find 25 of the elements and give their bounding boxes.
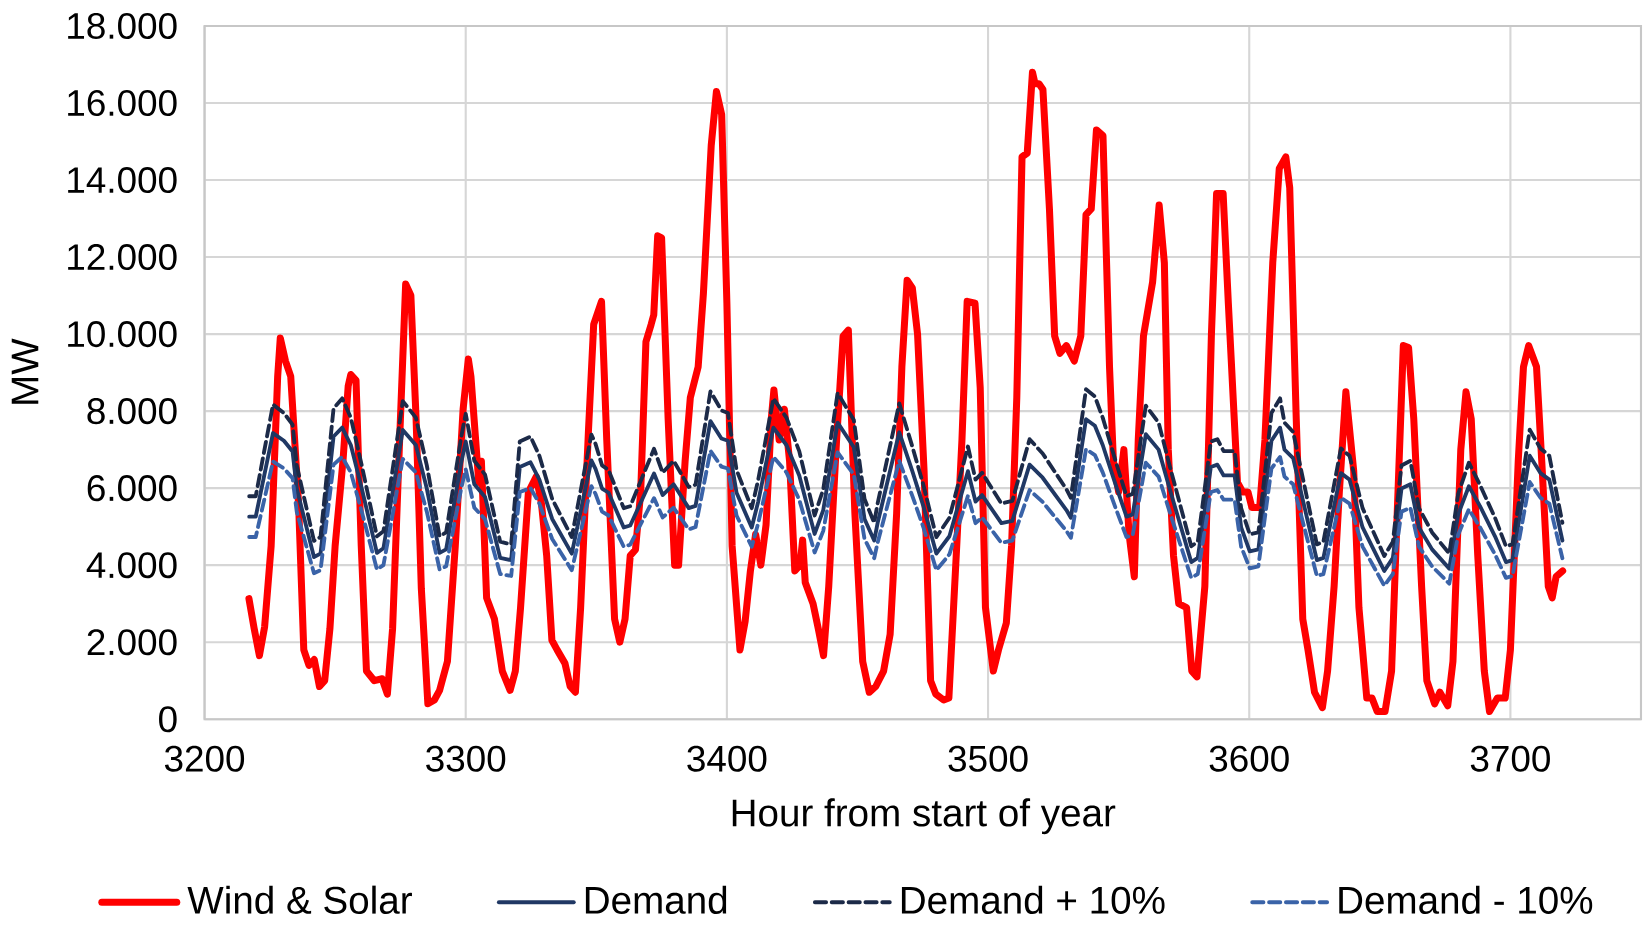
- y-tick-label: 18.000: [68, 12, 177, 40]
- x-tick-label: 3300: [426, 745, 506, 772]
- y-axis-title: MW: [11, 338, 39, 404]
- y-tick-label: 16.000: [68, 90, 177, 117]
- x-tick-label: 3700: [1470, 745, 1550, 772]
- line-series: [247, 387, 1565, 558]
- y-tick-label: 0: [159, 706, 177, 733]
- legend-label: Demand: [585, 885, 727, 915]
- y-tick-label: 2.000: [87, 629, 177, 656]
- legend-label: Demand - 10%: [1339, 885, 1593, 915]
- y-tick-label: 8.000: [87, 398, 177, 425]
- y-tick-label: 12.000: [68, 244, 177, 271]
- y-tick-label: 4.000: [86, 552, 177, 579]
- y-tick-label: 14.000: [68, 167, 177, 194]
- y-tick-label: 6.000: [87, 475, 177, 502]
- x-axis-title: Hour from start of year: [732, 798, 1116, 835]
- line-series: [247, 417, 1565, 573]
- x-tick-label: 3600: [1209, 745, 1289, 772]
- x-tick-label: 3500: [948, 745, 1028, 772]
- legend-label: Wind & Solar: [187, 885, 412, 915]
- x-tick-label: 3400: [687, 745, 767, 772]
- legend-label: Demand + 10%: [901, 885, 1165, 915]
- x-tick-label: 3200: [164, 745, 245, 772]
- y-tick-label: 10.000: [68, 321, 177, 348]
- line-series: [247, 447, 1565, 588]
